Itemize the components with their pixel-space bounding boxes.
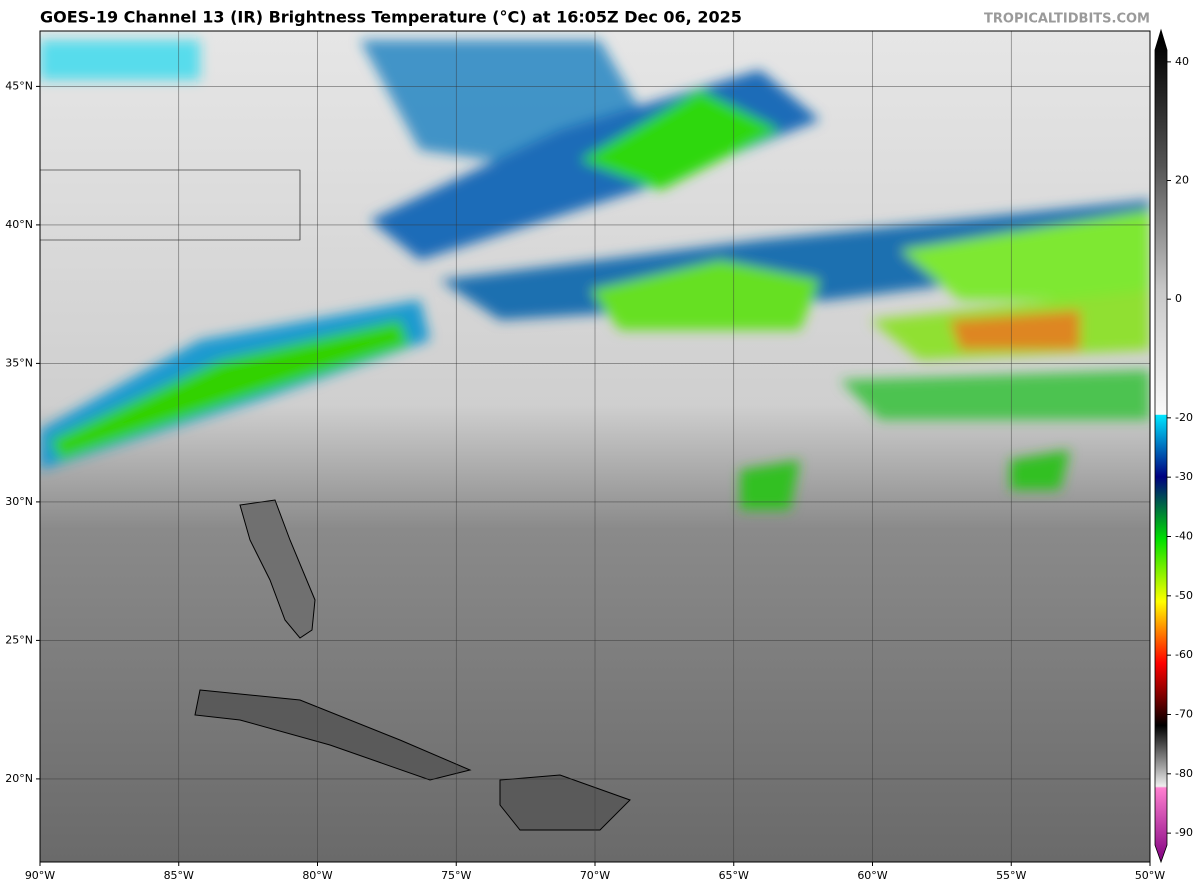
- lon-tick-label: 60°W: [857, 869, 887, 882]
- colorbar-tick-label: -70: [1175, 707, 1193, 720]
- colorbar-tick-label: 0: [1175, 292, 1182, 305]
- lon-tick-label: 50°W: [1135, 869, 1165, 882]
- title: GOES-19 Channel 13 (IR) Brightness Tempe…: [40, 8, 742, 27]
- lat-tick-label: 30°N: [5, 495, 33, 508]
- colorbar-tick-label: -50: [1175, 589, 1193, 602]
- colorbar-tick-label: -60: [1175, 648, 1193, 661]
- colorbar-tick-label: -90: [1175, 826, 1193, 839]
- colorbar-tick-label: -20: [1175, 411, 1193, 424]
- lon-tick-label: 55°W: [996, 869, 1026, 882]
- lon-tick-label: 65°W: [719, 869, 749, 882]
- colorbar: [1154, 28, 1168, 864]
- colorbar-tick-label: 20: [1175, 174, 1189, 187]
- lon-tick-label: 85°W: [164, 869, 194, 882]
- colorbar-tick-label: -40: [1175, 529, 1193, 542]
- lon-tick-label: 75°W: [441, 869, 471, 882]
- lat-tick-label: 25°N: [5, 633, 33, 646]
- watermark: TROPICALTIDBITS.COM: [984, 12, 1150, 27]
- lon-tick-label: 90°W: [25, 869, 55, 882]
- lat-tick-label: 45°N: [5, 79, 33, 92]
- lat-tick-label: 20°N: [5, 772, 33, 785]
- lon-tick-label: 80°W: [302, 869, 332, 882]
- lon-tick-label: 70°W: [580, 869, 610, 882]
- colorbar-tick-label: 40: [1175, 55, 1189, 68]
- colorbar-tick-label: -80: [1175, 767, 1193, 780]
- colorbar-tick-label: -30: [1175, 470, 1193, 483]
- lat-tick-label: 40°N: [5, 218, 33, 231]
- lat-tick-label: 35°N: [5, 356, 33, 369]
